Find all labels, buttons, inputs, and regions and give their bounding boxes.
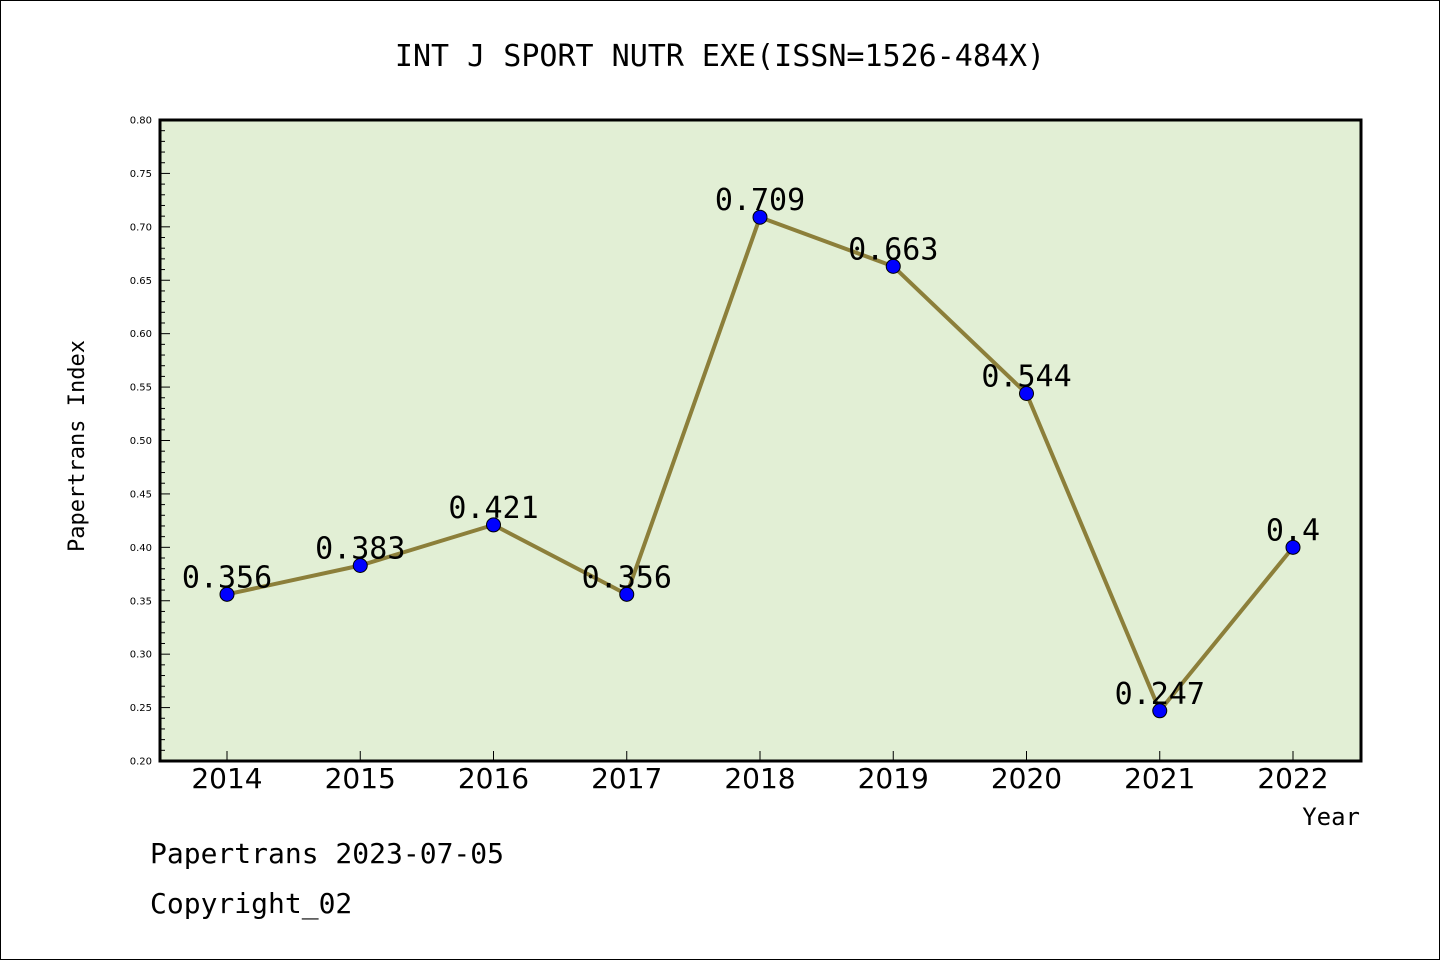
y-tick-label: 0.55 (130, 383, 152, 394)
x-tick-label: 2019 (858, 762, 929, 795)
x-tick-label: 2016 (458, 762, 529, 795)
x-tick-label: 2020 (991, 762, 1062, 795)
y-axis: 0.20 0.25 0.30 0.35 0.40 0.45 0.50 0.55 0.60 0.65… (130, 116, 152, 768)
y-tick-label: 0.70 (130, 222, 152, 233)
y-tick-label: 0.50 (130, 436, 152, 447)
data-point (486, 517, 501, 533)
data-labels: 0.356 0.383 0.421 0.356 0.709 0.663 0.544 0.247… (182, 183, 1320, 712)
x-axis-label: Year (1302, 803, 1360, 831)
data-label: 0.544 (981, 359, 1071, 394)
data-point (352, 557, 368, 573)
y-tick-label: 0.30 (130, 650, 152, 661)
data-label: 0.383 (315, 531, 405, 566)
y-tick-label: 0.60 (130, 329, 152, 340)
plot-frame (158, 118, 1363, 763)
data-point (885, 258, 901, 274)
plot-area (160, 120, 1361, 761)
data-label: 0.421 (448, 491, 538, 526)
y-tick-label: 0.75 (130, 169, 152, 180)
y-tick-label: 0.45 (130, 489, 152, 500)
x-tick-label: 2021 (1124, 762, 1195, 795)
y-tick-label: 0.65 (130, 276, 152, 287)
x-tick-label: 2022 (1257, 762, 1328, 795)
y-tick-label: 0.20 (130, 757, 152, 768)
data-label: 0.663 (848, 232, 938, 267)
y-tick-label: 0.80 (130, 116, 152, 127)
data-point (1285, 539, 1301, 555)
data-label: 0.247 (1115, 677, 1205, 712)
data-label: 0.4 (1266, 513, 1320, 548)
x-tick-label: 2015 (325, 762, 396, 795)
data-point (1019, 385, 1034, 401)
y-axis-minor-ticks (160, 119, 170, 762)
y-tick-label: 0.40 (130, 543, 152, 554)
data-label: 0.356 (182, 560, 272, 595)
data-label: 0.356 (582, 560, 672, 595)
data-point (752, 209, 768, 225)
y-tick-label: 0.25 (130, 703, 152, 714)
data-label: 0.709 (715, 183, 805, 218)
x-axis: 2014 2015 2016 2017 2018 2019 2020 2021 2022 (191, 751, 1329, 795)
x-tick-label: 2014 (191, 762, 262, 795)
series-markers (219, 209, 1301, 719)
y-axis-label: Papertrans Index (65, 340, 90, 552)
data-point (619, 586, 635, 602)
data-point (1152, 703, 1168, 719)
data-point (219, 586, 235, 602)
y-tick-label: 0.35 (130, 596, 152, 607)
chart-title: INT J SPORT NUTR EXE(ISSN=1526-484X) (395, 39, 1045, 74)
x-tick-label: 2018 (724, 762, 795, 795)
x-tick-label: 2017 (591, 762, 662, 795)
footer-date: Papertrans 2023-07-05 (150, 837, 504, 870)
footer-copyright: Copyright_02 (150, 887, 352, 921)
